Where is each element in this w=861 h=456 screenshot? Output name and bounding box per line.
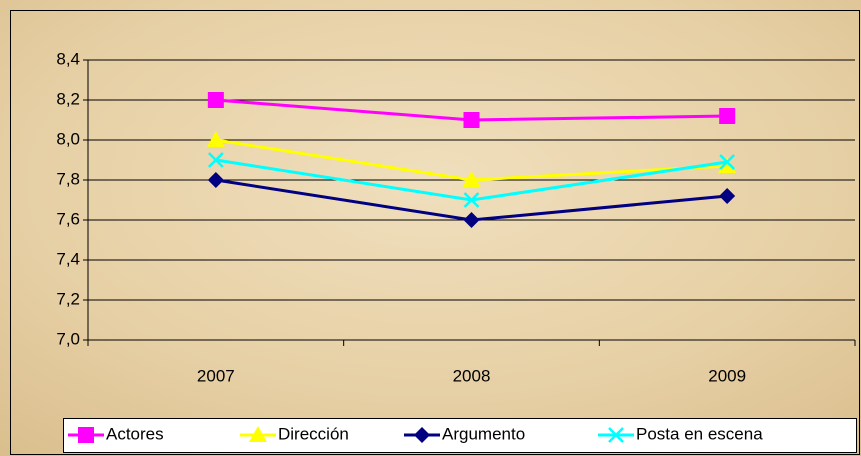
y-tick-label: 8,4 [56, 49, 80, 68]
y-tick-label: 7,6 [56, 209, 80, 228]
marker [463, 112, 480, 128]
legend-label: Posta en escena [636, 424, 763, 443]
chart-border [10, 10, 860, 455]
marker [463, 212, 480, 228]
legend-label: Actores [106, 424, 164, 443]
marker [207, 172, 224, 188]
marker [78, 427, 94, 443]
legend-label: Dirección [278, 424, 349, 443]
marker [414, 427, 430, 443]
y-tick-label: 8,0 [56, 129, 80, 148]
marker [463, 192, 480, 208]
y-tick-label: 7,8 [56, 169, 80, 188]
marker [719, 108, 736, 124]
marker [249, 426, 267, 442]
marker [207, 92, 224, 108]
y-tick-label: 7,0 [56, 329, 80, 348]
legend-label: Argumento [442, 424, 525, 443]
x-tick-label: 2009 [708, 366, 746, 385]
marker [718, 157, 737, 173]
marker [206, 131, 225, 147]
y-tick-label: 8,2 [56, 89, 80, 108]
legend-box [63, 418, 857, 453]
marker [462, 171, 481, 187]
x-tick-label: 2008 [453, 366, 491, 385]
x-tick-label: 2007 [197, 366, 235, 385]
y-tick-label: 7,2 [56, 289, 80, 308]
marker [719, 154, 736, 170]
y-tick-label: 7,4 [56, 249, 80, 268]
marker [207, 152, 224, 168]
marker [719, 188, 736, 204]
marker [608, 427, 624, 443]
